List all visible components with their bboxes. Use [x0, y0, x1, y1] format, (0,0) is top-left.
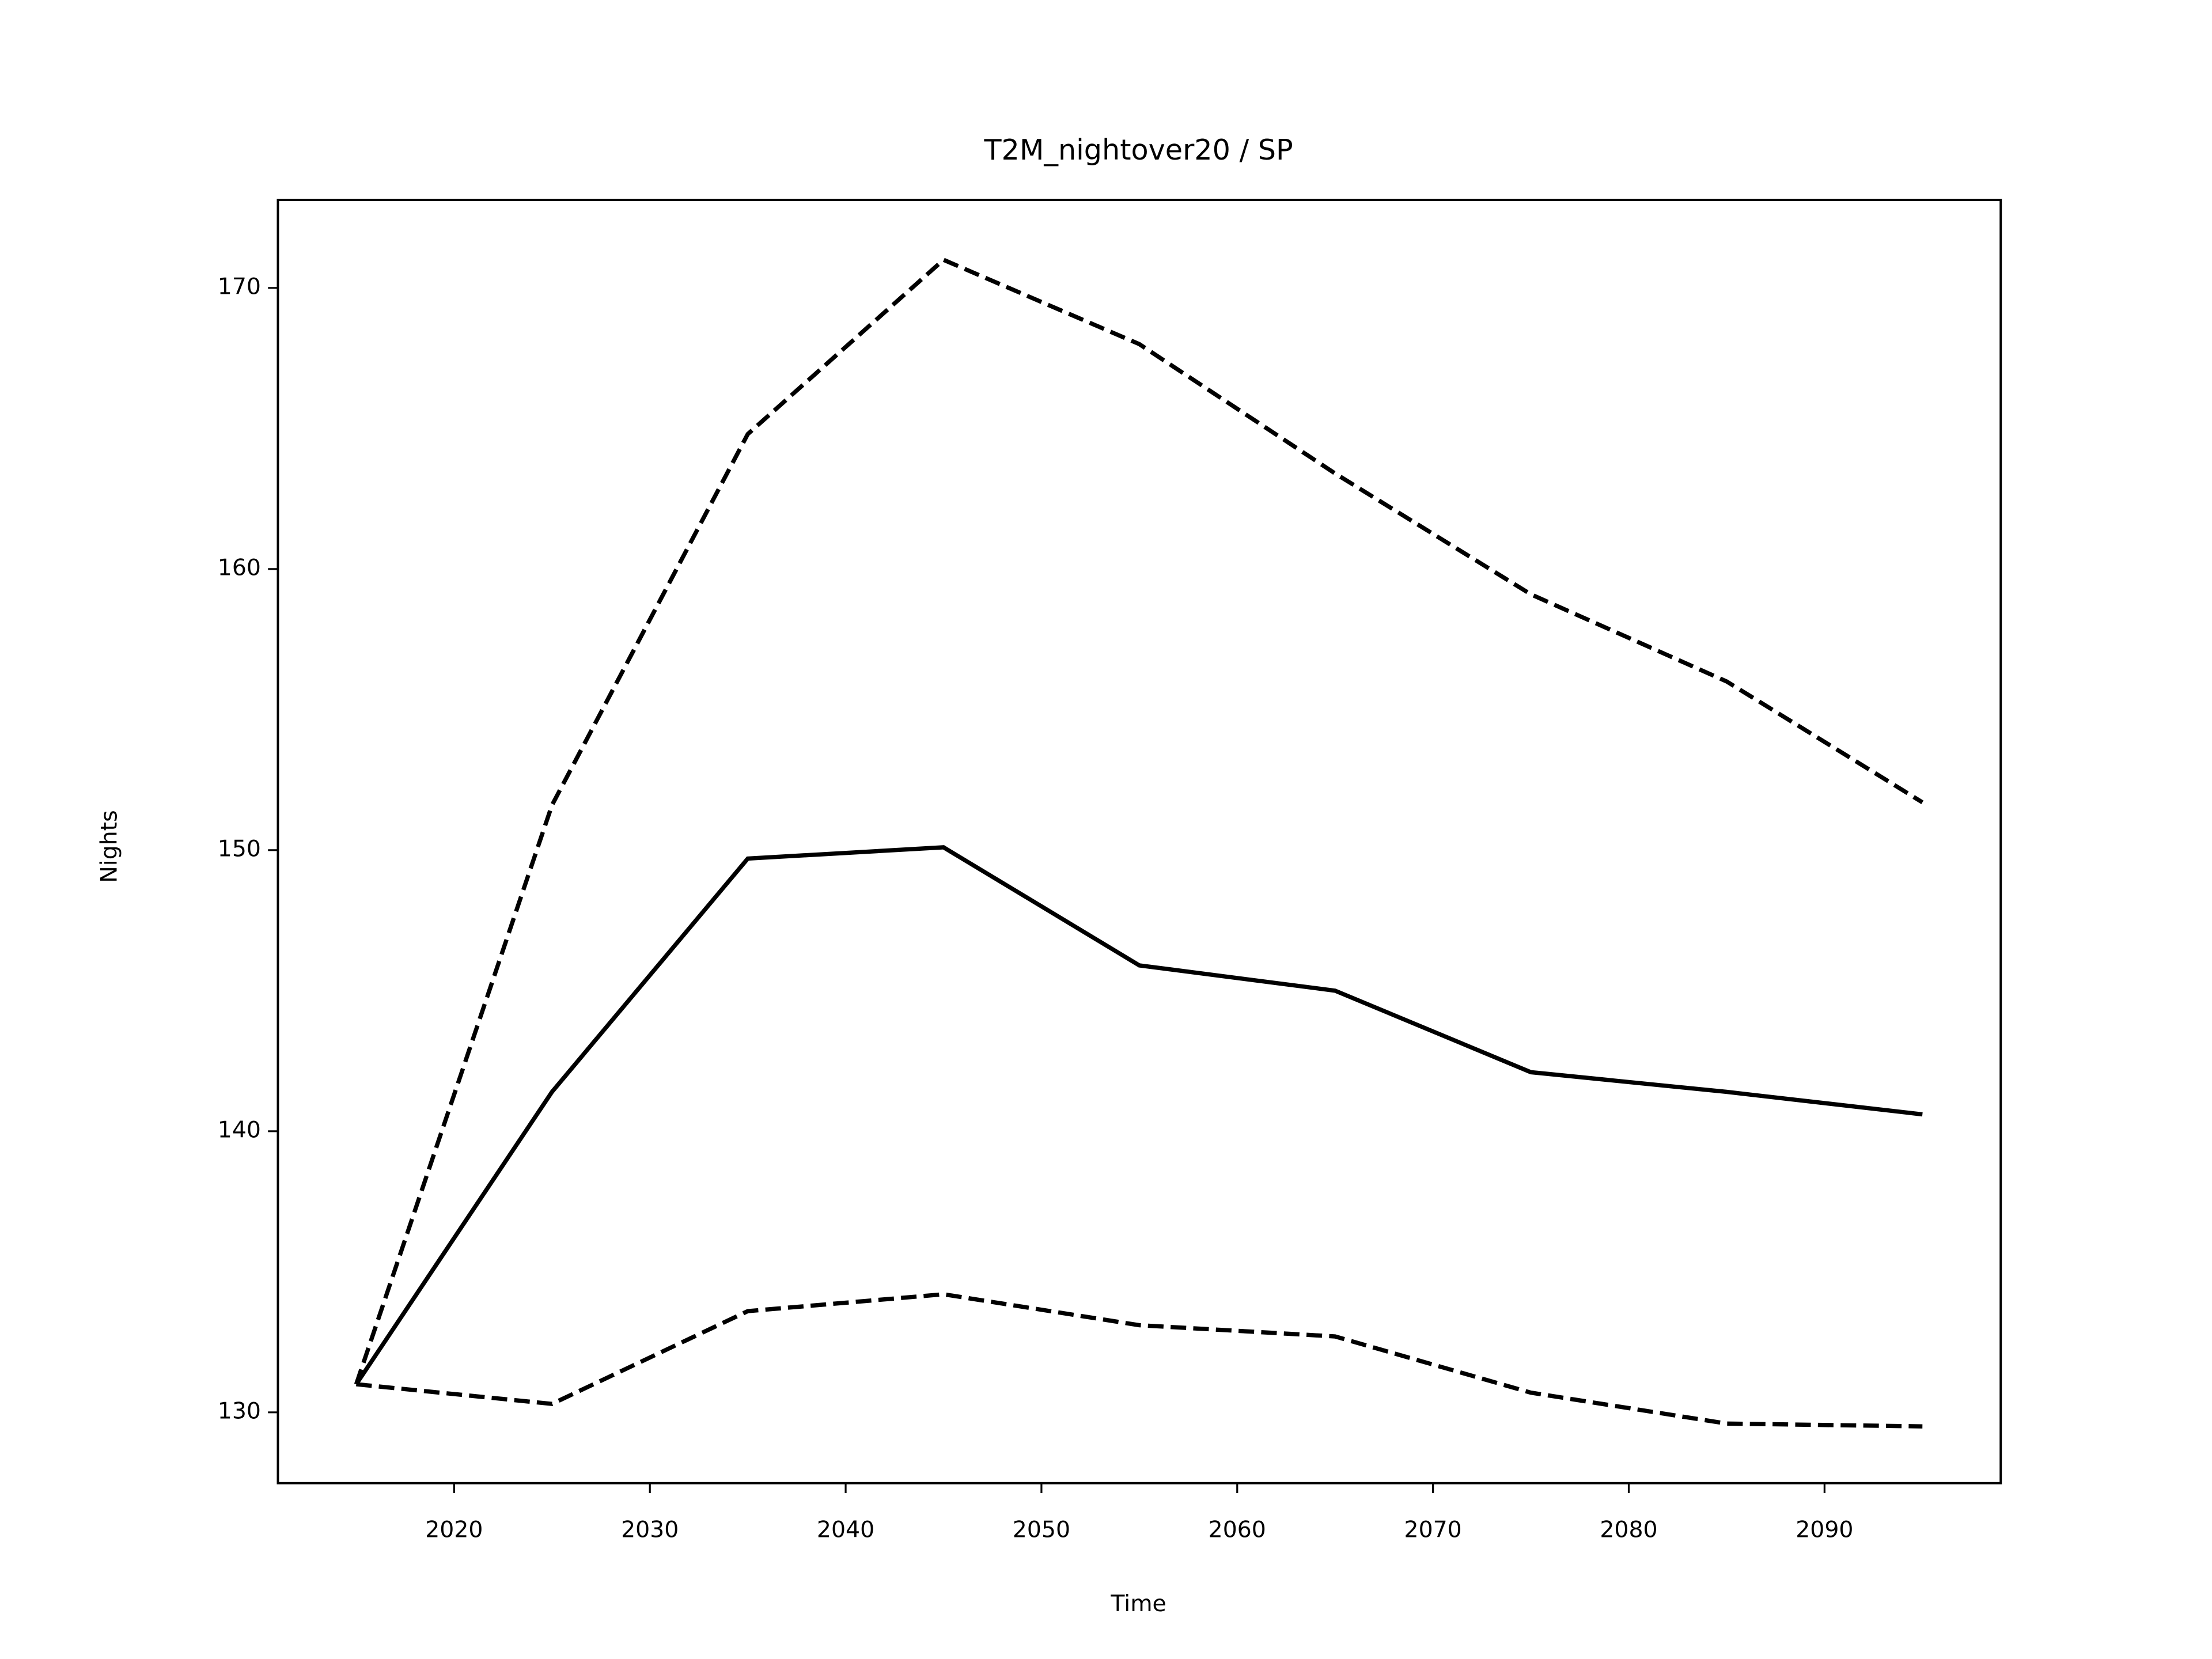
- series-line: [356, 1292, 1923, 1429]
- y-tick-label: 160: [218, 554, 261, 581]
- x-tick-label: 2040: [817, 1516, 874, 1543]
- x-tick-label: 2080: [1600, 1516, 1657, 1543]
- chart-title: T2M_nightover20 / SP: [983, 133, 1293, 166]
- x-axis-label: Time: [1110, 1590, 1166, 1617]
- x-tick-label: 2030: [621, 1516, 679, 1543]
- series-line: [354, 257, 1924, 1385]
- y-axis-label: Nights: [96, 810, 123, 882]
- y-tick-label: 140: [218, 1116, 261, 1143]
- plot-frame: [276, 199, 2002, 1484]
- series-line: [354, 845, 1923, 1386]
- x-tick-label: 2090: [1796, 1516, 1853, 1543]
- y-tick-label: 150: [218, 835, 261, 862]
- x-tick-label: 2070: [1404, 1516, 1462, 1543]
- x-tick-label: 2050: [1013, 1516, 1070, 1543]
- y-tick-label: 170: [218, 273, 261, 300]
- y-tick-label: 130: [218, 1397, 261, 1424]
- x-tick-label: 2020: [425, 1516, 483, 1543]
- x-tick-label: 2060: [1209, 1516, 1266, 1543]
